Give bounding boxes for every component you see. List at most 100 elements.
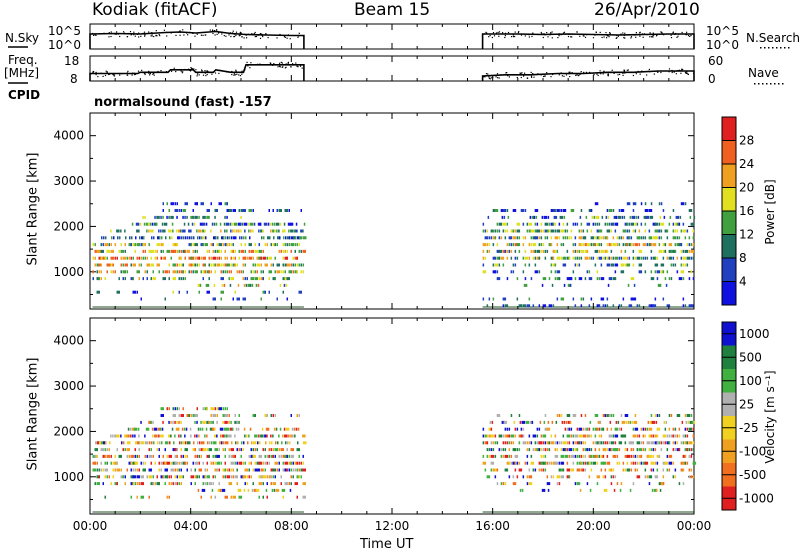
power-data-cell — [178, 277, 180, 281]
power-data-cell — [676, 270, 679, 274]
velocity-data-cell — [628, 441, 633, 445]
series-point — [533, 76, 535, 78]
velocity-data-cell — [237, 427, 240, 431]
velocity-data-cell — [486, 448, 489, 452]
velocity-data-cell — [606, 427, 609, 431]
velocity-data-cell — [244, 468, 248, 472]
series-point — [569, 71, 571, 73]
power-data-cell — [494, 263, 499, 267]
velocity-data-cell — [532, 468, 535, 472]
power-data-cell — [249, 236, 251, 240]
power-data-cell — [156, 243, 160, 247]
velocity-data-cell — [164, 448, 166, 452]
power-data-cell — [302, 229, 304, 233]
power-data-cell — [215, 236, 217, 240]
power-data-cell — [236, 229, 238, 233]
velocity-data-cell — [693, 420, 696, 424]
velocity-data-cell — [629, 420, 632, 424]
velocity-data-cell — [560, 468, 565, 472]
power-data-cell — [506, 277, 509, 281]
series-point — [623, 69, 626, 71]
power-data-cell — [686, 229, 689, 233]
power-data-cell — [588, 243, 591, 247]
velocity-data-cell — [622, 468, 625, 472]
series-point — [620, 33, 622, 35]
power-data-cell — [274, 256, 276, 260]
power-data-cell — [612, 277, 617, 281]
series-point — [656, 34, 658, 36]
series-point — [532, 32, 534, 34]
power-data-cell — [552, 249, 557, 253]
series-point — [612, 71, 614, 73]
velocity-data-cell — [164, 482, 166, 486]
power-data-cell — [508, 236, 513, 240]
power-data-cell — [574, 277, 577, 281]
velocity-data-cell — [196, 407, 198, 411]
velocity-data-cell — [254, 434, 258, 438]
power-data-cell — [506, 256, 509, 260]
power-data-cell — [264, 243, 266, 247]
power-data-cell — [260, 263, 262, 267]
power-data-cell — [224, 270, 226, 274]
power-data-cell — [158, 229, 160, 233]
series-point — [689, 35, 691, 37]
series-point — [289, 38, 291, 40]
series-point — [281, 63, 284, 66]
series-point — [571, 36, 573, 38]
velocity-data-cell — [578, 454, 581, 458]
velocity-data-cell — [490, 454, 495, 458]
power-data-cell — [98, 249, 102, 253]
velocity-data-cell — [292, 461, 294, 465]
velocity-data-cell — [166, 454, 168, 458]
power-data-cell — [630, 277, 635, 281]
series-point — [298, 35, 300, 37]
velocity-data-cell — [168, 420, 170, 424]
power-data-cell — [232, 209, 236, 212]
power-data-cell — [140, 256, 142, 260]
power-data-cell — [534, 249, 537, 253]
power-data-cell — [644, 236, 647, 240]
series-point — [624, 37, 626, 39]
series-point — [230, 32, 232, 34]
velocity-data-cell — [130, 482, 134, 486]
power-data-cell — [490, 236, 493, 240]
power-data-cell — [596, 304, 601, 308]
velocity-data-cell — [222, 414, 226, 417]
velocity-data-cell — [644, 448, 647, 452]
series-point — [104, 74, 107, 77]
power-data-cell — [144, 249, 146, 253]
power-data-cell — [528, 256, 531, 260]
velocity-data-cell — [108, 454, 110, 458]
series-point — [549, 34, 551, 36]
power-data-cell — [542, 243, 545, 247]
power-data-cell — [528, 222, 533, 226]
power-data-cell — [498, 236, 501, 240]
velocity-data-cell — [296, 495, 298, 499]
power-data-cell — [550, 236, 553, 240]
power-data-cell — [502, 263, 505, 267]
power-data-cell — [259, 222, 262, 226]
power-data-cell — [160, 249, 162, 253]
power-data-cell — [538, 304, 541, 308]
power-data-cell — [510, 270, 513, 274]
velocity-data-cell — [686, 461, 689, 465]
power-data-cell — [614, 263, 619, 267]
velocity-data-cell — [532, 448, 535, 452]
velocity-data-cell — [270, 414, 272, 417]
power-data-cell — [295, 222, 298, 226]
power-data-cell — [138, 243, 140, 247]
velocity-data-cell — [503, 420, 508, 424]
power-data-cell — [620, 263, 625, 267]
velocity-data-cell — [182, 454, 184, 458]
velocity-data-cell — [220, 434, 222, 438]
power-data-cell — [672, 263, 675, 267]
power-data-cell — [285, 236, 287, 240]
power-data-cell — [266, 243, 268, 247]
velocity-data-cell — [160, 461, 162, 465]
velocity-data-cell — [270, 454, 274, 458]
power-data-cell — [239, 222, 242, 226]
power-data-cell — [290, 243, 294, 247]
series-point — [148, 72, 150, 74]
series-point — [531, 35, 533, 38]
power-data-cell — [592, 243, 597, 247]
